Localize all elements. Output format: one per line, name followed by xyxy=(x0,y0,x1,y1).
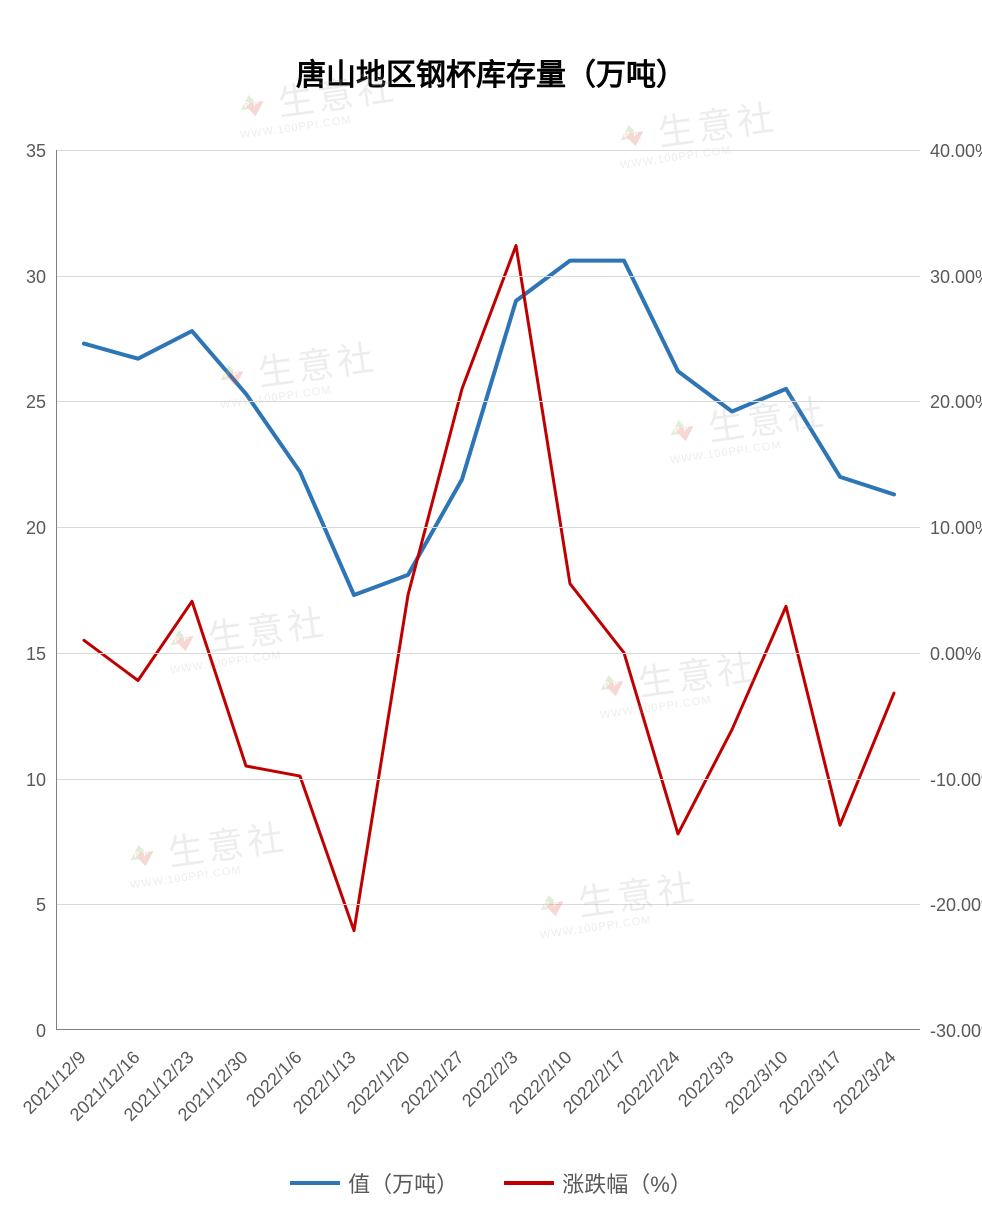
legend-label-change: 涨跌幅（%） xyxy=(562,1167,692,1199)
gridline xyxy=(57,904,920,905)
plot-area xyxy=(56,150,920,1030)
svg-text:PPI: PPI xyxy=(623,127,649,139)
y-left-tick-label: 25 xyxy=(6,392,46,413)
y-right-tick-label: 20.00% xyxy=(930,392,982,413)
legend-swatch-change xyxy=(504,1181,554,1185)
gridline xyxy=(57,653,920,654)
y-left-tick-label: 0 xyxy=(6,1021,46,1042)
gridline xyxy=(57,150,920,151)
y-right-tick-label: -20.00% xyxy=(930,895,982,916)
y-right-tick-label: -10.00% xyxy=(930,770,982,791)
y-left-tick-label: 10 xyxy=(6,770,46,791)
chart-container: 唐山地区钢杯库存量（万吨） 值（万吨） 涨跌幅（%） 0 5 10 15 20 25 30 3… xyxy=(0,0,982,1229)
gridline xyxy=(57,779,920,780)
legend-item-change: 涨跌幅（%） xyxy=(504,1167,692,1199)
gridline xyxy=(57,527,920,528)
y-right-tick-label: -30.00% xyxy=(930,1021,982,1042)
y-right-tick-label: 10.00% xyxy=(930,518,982,539)
series-line xyxy=(84,261,894,595)
y-left-tick-label: 30 xyxy=(6,267,46,288)
y-right-tick-label: 0.00% xyxy=(930,644,981,665)
line-series-svg xyxy=(57,150,921,1030)
y-right-tick-label: 40.00% xyxy=(930,141,982,162)
gridline xyxy=(57,276,920,277)
legend-swatch-value xyxy=(290,1181,340,1185)
y-left-tick-label: 35 xyxy=(6,141,46,162)
legend: 值（万吨） 涨跌幅（%） xyxy=(0,1165,982,1199)
y-left-tick-label: 5 xyxy=(6,895,46,916)
gridline xyxy=(57,401,920,402)
y-left-tick-label: 20 xyxy=(6,518,46,539)
chart-title: 唐山地区钢杯库存量（万吨） xyxy=(0,50,982,94)
y-right-tick-label: 30.00% xyxy=(930,267,982,288)
legend-item-value: 值（万吨） xyxy=(290,1167,458,1199)
y-left-tick-label: 15 xyxy=(6,644,46,665)
legend-label-value: 值（万吨） xyxy=(348,1167,458,1199)
svg-text:PPI: PPI xyxy=(243,97,269,109)
